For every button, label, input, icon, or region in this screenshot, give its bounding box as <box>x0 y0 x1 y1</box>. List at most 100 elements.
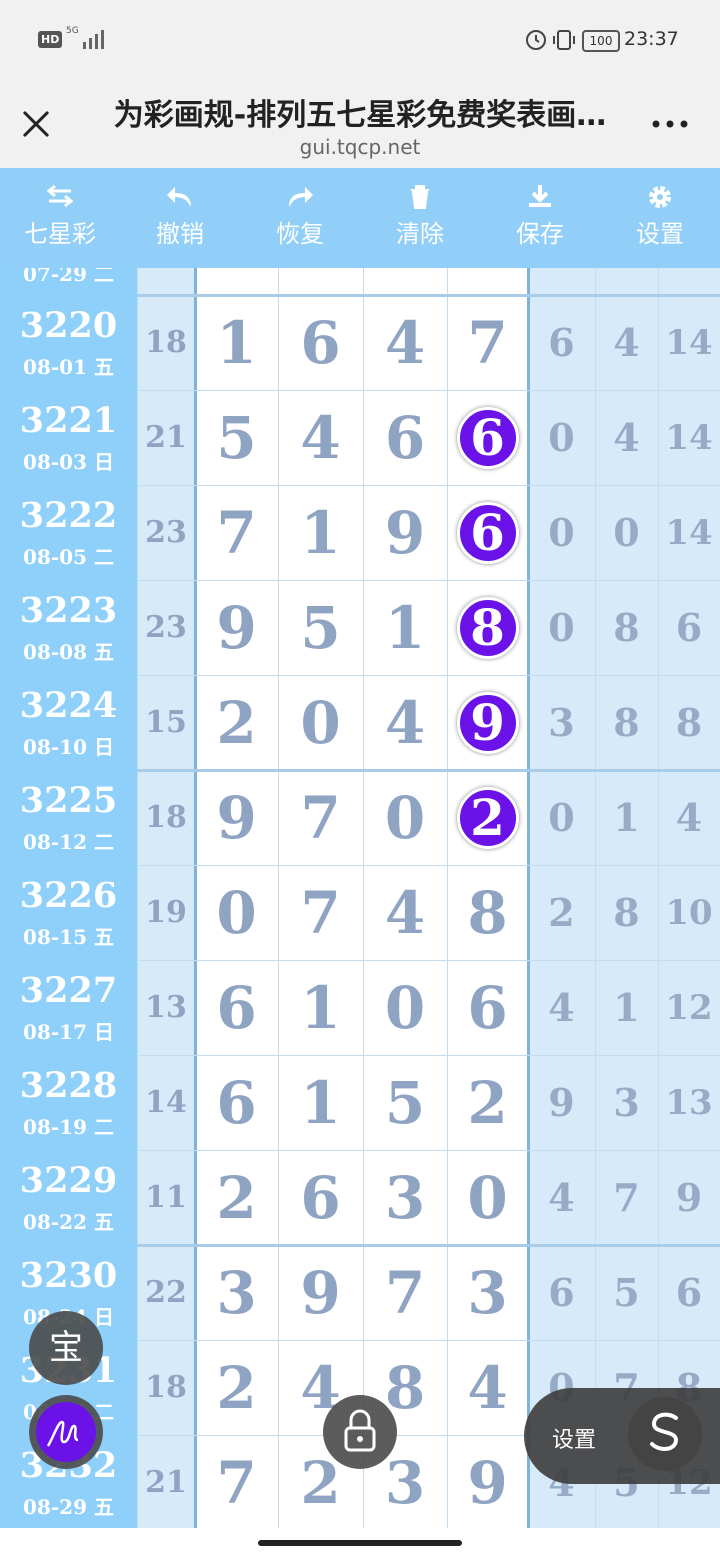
digit-cell: 3 <box>384 1448 426 1517</box>
date-label: 08-01 五 <box>23 355 114 379</box>
s-button[interactable] <box>628 1397 702 1471</box>
grid-line <box>658 268 659 1528</box>
sum-cell: 14 <box>145 1085 187 1120</box>
digit-cell: 3 <box>384 1163 426 1232</box>
digit-cell: 9 <box>384 498 426 567</box>
extra-cell: 14 <box>665 512 713 553</box>
digit-cell: 3 <box>467 1258 508 1327</box>
page-url: gui.tqcp.net <box>299 135 421 159</box>
row-line <box>137 1244 720 1247</box>
extra-cell: 0 <box>548 510 575 555</box>
digit-cell: 4 <box>467 1353 508 1422</box>
extra-cell: 1 <box>613 985 640 1030</box>
extra-cell: 3 <box>613 1080 640 1125</box>
extra-cell: 0 <box>548 795 575 840</box>
period-label: 3225 <box>19 780 118 821</box>
pen-button[interactable] <box>29 1395 103 1469</box>
row-line <box>137 390 720 391</box>
row-line <box>137 1435 720 1436</box>
date-label: 08-17 日 <box>23 1020 114 1044</box>
extra-cell: 4 <box>613 415 640 460</box>
extra-cell: 13 <box>665 1082 713 1123</box>
sum-cell: 19 <box>145 895 187 930</box>
period-label: 3221 <box>19 400 118 441</box>
extra-cell: 4 <box>675 795 703 840</box>
digit-cell: 7 <box>467 308 508 377</box>
sum-cell: 15 <box>145 705 187 740</box>
toolbar-button[interactable]: 七星彩 <box>0 168 120 268</box>
grid-line <box>527 268 530 1528</box>
sum-cell: 18 <box>145 800 187 835</box>
digit-cell: 9 <box>300 1258 341 1327</box>
period-label: 3230 <box>19 1255 118 1296</box>
overlay <box>29 1311 720 1546</box>
extra-cell: 0 <box>548 605 575 650</box>
page-title: 为彩画规-排列五七星彩免费奖表画… <box>113 98 607 133</box>
digit-cell: 5 <box>300 593 341 662</box>
network: 5G <box>66 26 79 36</box>
toolbar-button[interactable]: 清除 <box>360 168 480 268</box>
extra-cell: 2 <box>548 890 575 935</box>
date-label: 08-22 五 <box>23 1210 114 1234</box>
period-label: 3222 <box>19 495 118 536</box>
settings-label: 设置 <box>552 1428 597 1453</box>
sum-cell: 23 <box>145 610 187 645</box>
date-label: 08-08 五 <box>23 640 114 664</box>
row-line <box>137 865 720 866</box>
digit-cell: 7 <box>216 1448 257 1517</box>
row-line <box>137 1055 720 1056</box>
sum-column-bg <box>137 268 195 1528</box>
period-label: 3228 <box>19 1065 118 1106</box>
toolbar-button[interactable]: 设置 <box>600 168 720 268</box>
sum-cell: 22 <box>145 1275 187 1310</box>
menu-button[interactable] <box>650 118 690 130</box>
toolbar-icon <box>167 187 191 207</box>
header: HD 5G 100 23:37 为彩画规-排列五七星彩免费奖表画… gui.tq… <box>0 0 720 168</box>
toolbar: 七星彩 撤销 恢复 清除 保存 设置 <box>0 168 720 268</box>
digit-cell: 1 <box>384 593 426 662</box>
grid-line <box>363 268 364 1528</box>
digit-cell: 9 <box>216 593 257 662</box>
toolbar-button[interactable]: 撤销 <box>120 168 240 268</box>
digit-cell: 0 <box>216 878 257 947</box>
digit-cell: 2 <box>216 1353 257 1422</box>
date-label: 08-12 二 <box>23 830 114 854</box>
digit-cell: 4 <box>300 403 341 472</box>
period-label: 3224 <box>19 685 118 726</box>
extra-cell: 8 <box>675 700 703 745</box>
date-label: 08-05 二 <box>23 545 114 569</box>
lock-button[interactable] <box>323 1395 397 1469</box>
digit-cell: 8 <box>467 878 508 947</box>
toolbar-icon <box>289 187 313 207</box>
toolbar-button[interactable]: 保存 <box>480 168 600 268</box>
row-line <box>137 675 720 676</box>
digit-cell: 4 <box>384 308 426 377</box>
period-label: 3223 <box>19 590 118 631</box>
toolbar-label: 保存 <box>516 220 564 248</box>
bao-button[interactable] <box>29 1311 103 1385</box>
toolbar-button[interactable]: 恢复 <box>240 168 360 268</box>
extra-cell: 4 <box>548 1175 575 1220</box>
sum-cell: 18 <box>145 1370 187 1405</box>
digit-cell: 0 <box>467 1163 508 1232</box>
date-label: 08-29 五 <box>23 1495 114 1519</box>
extra-cell: 9 <box>548 1080 575 1125</box>
circled-digit: 8 <box>456 596 519 659</box>
extra-cell: 14 <box>665 322 713 363</box>
close-button[interactable] <box>20 108 52 140</box>
grid-line <box>278 268 279 1528</box>
extra-cell: 14 <box>665 417 713 458</box>
extra-cell: 8 <box>613 605 640 650</box>
digit-cell: 7 <box>300 878 341 947</box>
digit-cell: 2 <box>300 1448 341 1517</box>
digit-cell: 5 <box>216 403 257 472</box>
extra-cell: 0 <box>613 510 640 555</box>
digit-cell: 1 <box>300 973 341 1042</box>
digit-cell: 6 <box>300 1163 341 1232</box>
hd-icon: HD <box>38 31 63 48</box>
period-label: 3226 <box>19 875 118 916</box>
battery: 100 <box>582 30 620 52</box>
row-line <box>137 580 720 581</box>
date-label: 08-15 五 <box>23 925 114 949</box>
